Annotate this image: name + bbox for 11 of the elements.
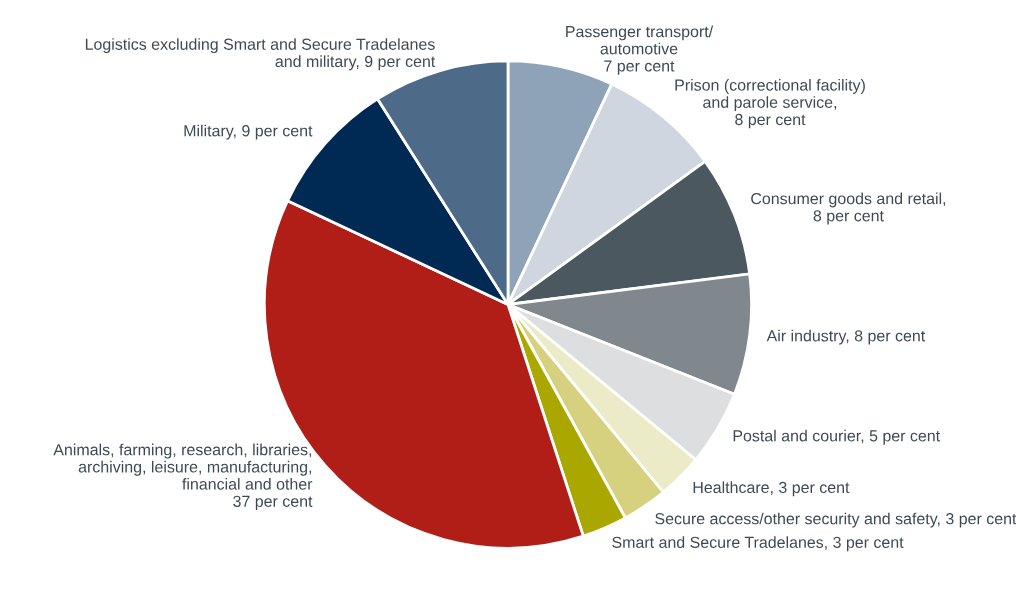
slice-label: Healthcare, 3 per cent: [693, 481, 850, 497]
slice-label: Smart and Secure Tradelanes, 3 per cent: [612, 536, 904, 552]
slice-label: Passenger transport/ automotive 7 per cent: [566, 25, 714, 75]
slice-label: Consumer goods and retail, 8 per cent: [751, 192, 946, 225]
slice-label: Prison (correctional facility) and parole service, 8 per cent: [675, 79, 865, 129]
slice-label: Air industry, 8 per cent: [766, 329, 926, 345]
slice-label: Secure access/other security and safety, 3 per cent: [655, 512, 1016, 528]
slice-label: Postal and courier, 5 per cent: [733, 429, 940, 445]
slice-label: Logistics excluding Smart and Secure Tradelanes and military, 9 per cent: [85, 38, 436, 71]
slice-label: Animals, farming, research, libraries, archiving, leisure, manufacturing, financial and other 37 per cent: [53, 443, 313, 511]
slice-label: Military, 9 per cent: [184, 124, 313, 140]
